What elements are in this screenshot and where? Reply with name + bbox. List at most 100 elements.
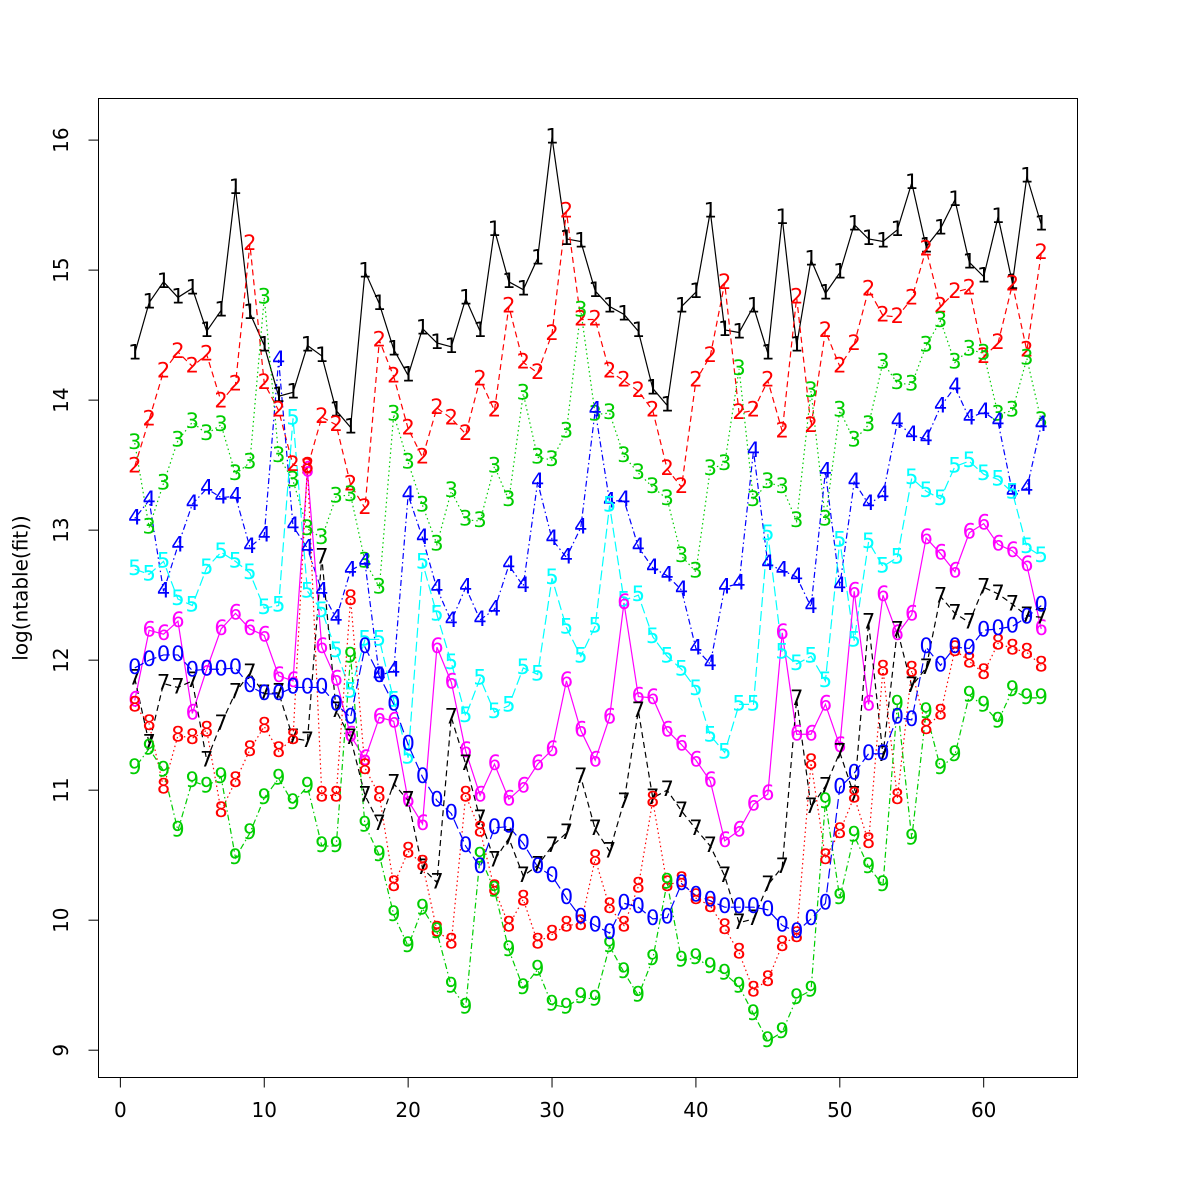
point-label: 2 [790, 284, 803, 308]
series-line [134, 656, 1042, 1042]
point-label: 2 [286, 452, 299, 476]
point-label: 8 [963, 648, 976, 672]
point-label: 8 [531, 929, 544, 953]
point-label: 8 [689, 885, 702, 909]
point-label: 8 [200, 717, 213, 741]
point-label: 5 [747, 691, 760, 715]
point-label: 8 [157, 775, 170, 799]
point-label: 5 [330, 638, 343, 662]
point-label: 6 [387, 708, 400, 732]
point-label: 5 [963, 448, 976, 472]
point-label: 1 [718, 317, 731, 341]
point-label: 5 [243, 560, 256, 584]
point-label: 2 [401, 416, 414, 440]
point-label: 2 [473, 366, 486, 390]
point-label: 5 [790, 651, 803, 675]
point-label: 2 [732, 400, 745, 424]
point-label: 8 [732, 940, 745, 964]
point-label: 4 [502, 552, 515, 576]
point-label: 3 [286, 468, 299, 492]
point-label: 2 [617, 368, 630, 392]
point-label: 0 [632, 894, 645, 918]
point-label: 6 [229, 600, 242, 624]
point-label: 4 [243, 534, 256, 558]
point-label: 4 [214, 485, 227, 509]
point-label: 2 [948, 279, 961, 303]
point-label: 8 [589, 846, 602, 870]
point-label: 7 [934, 583, 947, 607]
point-label: 8 [430, 918, 443, 942]
point-label: 9 [301, 773, 314, 797]
point-label: 0 [430, 788, 443, 812]
point-label: 8 [387, 872, 400, 896]
point-label: 8 [560, 912, 573, 936]
point-label: 1 [617, 301, 630, 325]
point-label: 1 [214, 297, 227, 321]
point-label: 6 [214, 616, 227, 640]
point-label: 4 [373, 663, 386, 687]
point-label: 3 [948, 349, 961, 373]
point-label: 3 [171, 427, 184, 451]
point-label: 8 [545, 921, 558, 945]
point-label: 0 [531, 854, 544, 878]
point-label: 9 [545, 992, 558, 1016]
point-label: 9 [531, 957, 544, 981]
point-label: 7 [574, 764, 587, 788]
point-label: 0 [315, 674, 328, 698]
point-label: 0 [675, 871, 688, 895]
point-label: 5 [934, 486, 947, 510]
point-label: 8 [991, 630, 1004, 654]
point-label: 9 [358, 812, 371, 836]
point-label: 8 [934, 700, 947, 724]
point-label: 6 [862, 691, 875, 715]
point-label: 2 [689, 368, 702, 392]
point-label: 7 [704, 833, 717, 857]
point-label: 4 [517, 573, 530, 597]
point-label: 4 [905, 422, 918, 446]
point-label: 1 [229, 175, 242, 199]
plot-frame [98, 98, 1078, 1078]
point-label: 3 [804, 378, 817, 402]
point-label: 4 [315, 578, 328, 602]
point-label: 7 [862, 609, 875, 633]
point-label: 8 [574, 911, 587, 935]
point-label: 9 [660, 869, 673, 893]
point-label: 4 [258, 522, 271, 546]
point-label: 4 [186, 491, 199, 515]
point-label: 4 [229, 483, 242, 507]
point-label: 5 [761, 521, 774, 545]
point-label: 6 [1006, 538, 1019, 562]
point-label: 5 [373, 626, 386, 650]
point-label: 9 [876, 872, 889, 896]
point-label: 9 [991, 708, 1004, 732]
point-label: 8 [1035, 652, 1048, 676]
point-label: 7 [603, 838, 616, 862]
point-label: 1 [689, 279, 702, 303]
point-label: 3 [416, 492, 429, 516]
point-label: 8 [272, 738, 285, 762]
point-label: 9 [229, 845, 242, 869]
point-label: 6 [934, 541, 947, 565]
point-label: 3 [301, 516, 314, 540]
point-label: 1 [776, 205, 789, 229]
point-label: 7 [718, 863, 731, 887]
point-label: 7 [416, 855, 429, 879]
point-label: 3 [430, 531, 443, 555]
point-label: 6 [589, 747, 602, 771]
point-label: 6 [128, 687, 141, 711]
point-label: 0 [848, 760, 861, 784]
point-label: 9 [517, 975, 530, 999]
point-label: 9 [761, 1028, 774, 1052]
point-label: 6 [171, 608, 184, 632]
point-label: 8 [315, 782, 328, 806]
point-label: 2 [891, 304, 904, 328]
point-label: 5 [229, 548, 242, 572]
point-label: 1 [430, 330, 443, 354]
point-label: 5 [991, 466, 1004, 490]
point-label: 2 [862, 277, 875, 301]
point-label: 5 [891, 544, 904, 568]
point-label: 4 [416, 525, 429, 549]
point-label: 7 [732, 910, 745, 934]
point-label: 5 [473, 665, 486, 689]
point-label: 5 [776, 639, 789, 663]
